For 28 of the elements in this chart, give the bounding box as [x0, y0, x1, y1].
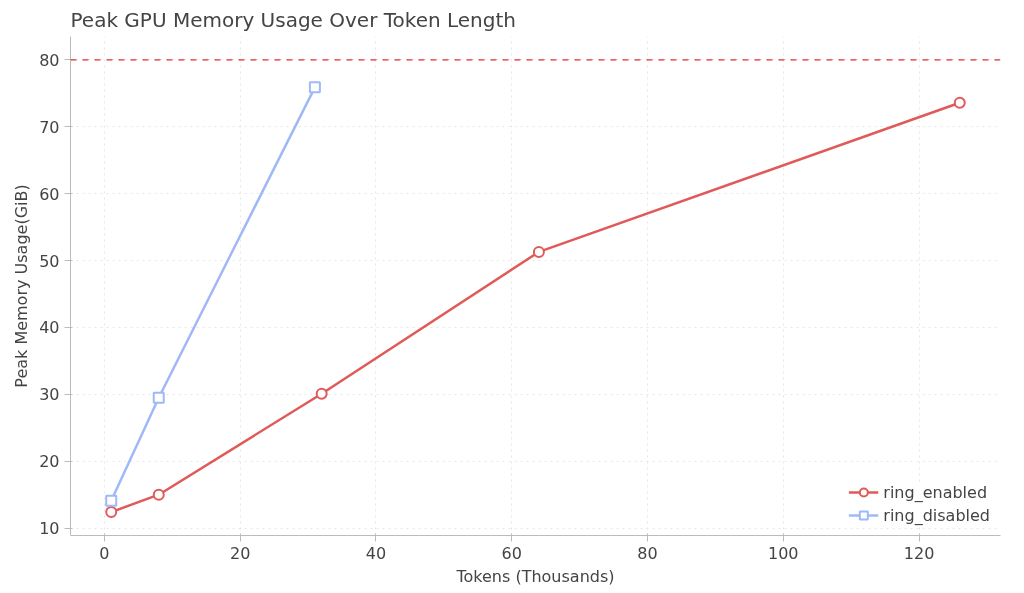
x-tick-label: 100 — [768, 543, 799, 563]
point — [532, 245, 545, 258]
y-tick-label: 10 — [39, 519, 60, 539]
point — [105, 494, 118, 507]
y-tick-label: 20 — [39, 452, 60, 472]
point — [308, 81, 321, 94]
chart-title: Peak GPU Memory Usage Over Token Length — [70, 7, 516, 32]
x-tick-label: 120 — [903, 543, 935, 563]
y-tick-label: 60 — [39, 184, 60, 204]
x-axis-title: Tokens (Thousands) — [455, 566, 615, 586]
y-axis-title: Peak Memory Usage(GiB) — [12, 184, 32, 388]
y-tick-label: 40 — [39, 318, 60, 338]
y-tick-label: 50 — [39, 251, 60, 271]
x-tick-label: 60 — [501, 543, 522, 563]
legend-label: ring_enabled — [883, 482, 988, 502]
point — [953, 96, 966, 109]
x-tick-label: 20 — [230, 543, 251, 563]
x-tick-label: 0 — [99, 543, 110, 563]
point — [105, 506, 118, 519]
legend-label: ring_disabled — [883, 505, 990, 525]
y-tick-label: 30 — [39, 385, 60, 405]
point — [152, 391, 165, 404]
y-tick-label: 70 — [39, 117, 60, 137]
x-tick-label: 40 — [365, 543, 387, 563]
y-tick-label: 80 — [39, 50, 60, 70]
x-tick-label: 80 — [637, 543, 658, 563]
point — [315, 387, 328, 400]
point — [152, 488, 165, 501]
